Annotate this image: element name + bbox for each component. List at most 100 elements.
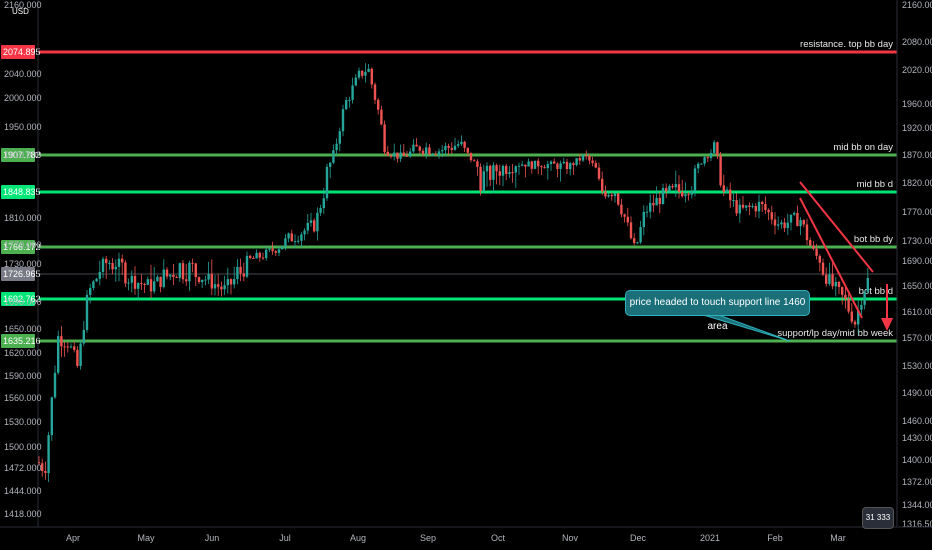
candle-body <box>386 151 389 156</box>
candle-body <box>73 346 76 350</box>
left-tick-label: 1620.000 <box>4 348 42 358</box>
candle-body <box>421 150 425 154</box>
candle-body <box>553 161 556 164</box>
right-tick-label: 1770.000 <box>902 207 932 217</box>
candle-body <box>338 131 341 144</box>
candle-body <box>396 152 399 159</box>
candle-body <box>661 188 665 205</box>
right-tick-label: 1372.000 <box>902 477 932 487</box>
candle-body <box>393 152 396 157</box>
candle-body <box>780 222 783 225</box>
candle-body <box>175 277 178 279</box>
channel-upper-line[interactable] <box>799 181 874 273</box>
right-tick-label: 2080.000 <box>902 37 932 47</box>
candle-body <box>319 207 322 213</box>
candle-body <box>655 197 658 206</box>
candle-body <box>738 204 741 214</box>
left-price-axis[interactable]: 2160.000 2040.000 2000.000 1950.000 1910.000… <box>4 0 42 527</box>
time-tick-label: Jul <box>279 533 291 543</box>
candle-body <box>543 167 546 169</box>
right-tick-label: 1400.000 <box>902 455 932 465</box>
candle-body <box>754 206 757 212</box>
candle-body <box>335 143 338 151</box>
candle-body <box>613 193 617 197</box>
time-tick-label: Mar <box>830 533 846 543</box>
down-arrow-icon <box>881 318 893 331</box>
time-axis[interactable]: Apr May Jun Jul Aug Sep Oct Nov Dec 2021 Feb Mar <box>0 526 932 543</box>
right-price-axis[interactable]: 2160.000 2080.000 2020.000 1960.000 1920.000… <box>896 0 932 529</box>
candle-body <box>146 279 149 285</box>
level-price-label: 2074.895 <box>3 47 41 57</box>
left-tick-label: 1590.000 <box>4 371 42 381</box>
candle-body <box>50 397 53 436</box>
left-tick-label: 1530.000 <box>4 417 42 427</box>
candle-body <box>425 147 428 154</box>
right-tick-label: 1610.000 <box>902 307 932 317</box>
candle-body <box>585 155 588 157</box>
candle-body <box>674 184 677 188</box>
candle-body <box>143 283 146 285</box>
left-tick-label: 2040.000 <box>4 69 42 79</box>
candle-body <box>805 224 809 241</box>
level-annotation: support/lp day/mid bb week <box>777 328 893 339</box>
left-tick-label: 1690.000 <box>4 297 42 307</box>
right-tick-label: 1920.000 <box>902 123 932 133</box>
time-tick-label: Feb <box>767 533 783 543</box>
candle-body <box>604 191 607 197</box>
candle-body <box>652 202 655 206</box>
candle-body <box>629 222 633 239</box>
candle-body <box>95 278 98 282</box>
candle-body <box>249 255 252 258</box>
candle-body <box>389 155 393 157</box>
candle-body <box>114 266 117 270</box>
candle-body <box>98 272 101 279</box>
right-tick-label: 1870.000 <box>902 150 932 160</box>
candle-body <box>354 77 357 86</box>
candle-body <box>162 269 165 287</box>
candle-body <box>793 212 796 215</box>
candle-body <box>242 273 245 277</box>
candle-body <box>537 160 540 167</box>
candle-body <box>53 372 57 398</box>
candle-body <box>847 299 850 312</box>
candle-body <box>428 147 431 155</box>
time-tick-label: Nov <box>562 533 579 543</box>
candle-body <box>572 163 575 166</box>
candle-body <box>841 287 844 295</box>
level-annotation: mid bb d <box>857 179 893 190</box>
channel-lower-line[interactable] <box>799 197 863 319</box>
candle-body <box>610 195 613 197</box>
candle-body <box>812 245 815 249</box>
candle-body <box>703 157 706 164</box>
candle-body <box>255 252 258 259</box>
candle-body <box>108 263 111 265</box>
candle-body <box>44 470 47 474</box>
candle-body <box>133 275 137 289</box>
right-tick-label: 1490.000 <box>902 388 932 398</box>
candle-body <box>469 152 473 161</box>
level-annotation: bot bb dy <box>854 234 893 245</box>
candle-body <box>60 336 63 347</box>
candle-body <box>172 274 175 278</box>
right-tick-label: 1570.000 <box>902 333 932 343</box>
annotation-callout[interactable]: price headed to touch support line 1460 … <box>625 290 810 332</box>
currency-unit: USD <box>12 7 29 16</box>
candle-body <box>341 109 345 132</box>
candle-body <box>418 146 421 151</box>
candles-group <box>37 63 869 483</box>
candle-body <box>645 211 649 213</box>
candle-body <box>789 214 793 223</box>
candle-body <box>89 288 92 295</box>
candle-body <box>549 161 553 165</box>
candle-body <box>639 227 642 243</box>
left-tick-label: 1810.000 <box>4 213 42 223</box>
time-tick-label: 2021 <box>700 533 720 543</box>
candle-body <box>297 240 300 242</box>
level-annotation: resistance. top bb day <box>800 39 893 50</box>
candle-body <box>277 249 281 253</box>
candle-body <box>527 161 530 167</box>
candle-body <box>837 281 841 288</box>
time-tick-label: Sep <box>420 533 436 543</box>
candle-body <box>501 165 505 176</box>
